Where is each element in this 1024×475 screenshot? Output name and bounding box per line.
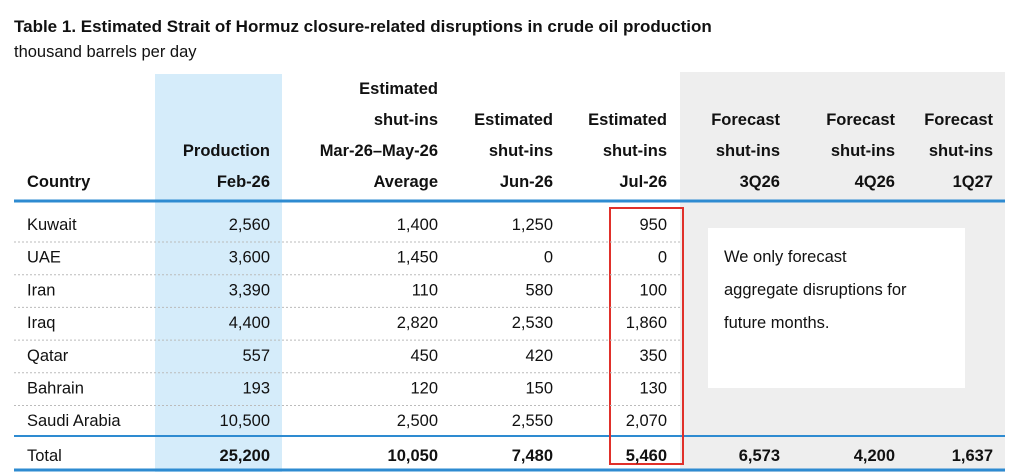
- column-header: Forecast: [826, 111, 895, 129]
- cell: 1,860: [626, 314, 667, 332]
- note-text: We only forecast: [724, 248, 847, 266]
- cell: 450: [410, 347, 438, 365]
- column-header: Estimated: [474, 111, 553, 129]
- total-cell: 25,200: [220, 447, 270, 465]
- cell: 10,500: [220, 412, 270, 430]
- column-header: Jul-26: [619, 173, 667, 191]
- column-header: Jun-26: [500, 173, 553, 191]
- total-cell: 10,050: [388, 447, 438, 465]
- cell: 1,400: [397, 216, 438, 234]
- column-header: 4Q26: [855, 173, 895, 191]
- total-cell: 4,200: [854, 447, 895, 465]
- column-header: shut-ins: [603, 142, 667, 160]
- cell: 0: [658, 249, 667, 267]
- cell: 0: [544, 249, 553, 267]
- cell: 3,390: [229, 281, 270, 299]
- total-cell: 7,480: [512, 447, 553, 465]
- row-label: Iraq: [27, 314, 55, 332]
- column-header: shut-ins: [489, 142, 553, 160]
- title: Table 1. Estimated Strait of Hormuz clos…: [14, 17, 712, 36]
- cell: 557: [242, 347, 270, 365]
- cell: 420: [525, 347, 553, 365]
- column-header: Estimated: [588, 111, 667, 129]
- column-header: Forecast: [924, 111, 993, 129]
- cell: 2,560: [229, 216, 270, 234]
- column-header: shut-ins: [831, 142, 895, 160]
- row-label: Qatar: [27, 347, 69, 365]
- column-header: shut-ins: [929, 142, 993, 160]
- total-cell: 5,460: [626, 447, 667, 465]
- column-header: shut-ins: [374, 111, 438, 129]
- cell: 100: [639, 281, 667, 299]
- cell: 350: [639, 347, 667, 365]
- column-header: Estimated: [359, 80, 438, 98]
- row-label: Bahrain: [27, 380, 84, 398]
- highlight-box: [609, 207, 684, 465]
- cell: 4,400: [229, 314, 270, 332]
- row-label: Iran: [27, 281, 55, 299]
- column-header: Production: [183, 142, 270, 160]
- column-header: 3Q26: [740, 173, 780, 191]
- cell: 2,550: [512, 412, 553, 430]
- cell: 950: [639, 216, 667, 234]
- cell: 2,530: [512, 314, 553, 332]
- cell: 580: [525, 281, 553, 299]
- cell: 1,450: [397, 249, 438, 267]
- note-text: aggregate disruptions for: [724, 281, 907, 299]
- column-header: Forecast: [711, 111, 780, 129]
- cell: 193: [242, 380, 270, 398]
- row-label: UAE: [27, 249, 61, 267]
- subtitle: thousand barrels per day: [14, 43, 197, 61]
- cell: 150: [525, 380, 553, 398]
- note-box: [708, 228, 965, 388]
- row-label: Kuwait: [27, 216, 77, 234]
- cell: 2,070: [626, 412, 667, 430]
- column-header: Country: [27, 173, 91, 191]
- total-cell: 1,637: [952, 447, 993, 465]
- column-header: 1Q27: [953, 173, 993, 191]
- cell: 110: [412, 281, 438, 299]
- cell: 1,250: [512, 216, 553, 234]
- column-header: Feb-26: [217, 173, 270, 191]
- cell: 3,600: [229, 249, 270, 267]
- cell: 130: [639, 380, 667, 398]
- total-cell: 6,573: [739, 447, 780, 465]
- column-header: Mar-26–May-26: [320, 142, 438, 160]
- total-label: Total: [27, 447, 62, 465]
- row-label: Saudi Arabia: [27, 412, 121, 430]
- note-text: future months.: [724, 314, 829, 332]
- cell: 2,820: [397, 314, 438, 332]
- column-header: shut-ins: [716, 142, 780, 160]
- cell: 2,500: [397, 412, 438, 430]
- cell: 120: [410, 380, 438, 398]
- column-header: Average: [373, 173, 438, 191]
